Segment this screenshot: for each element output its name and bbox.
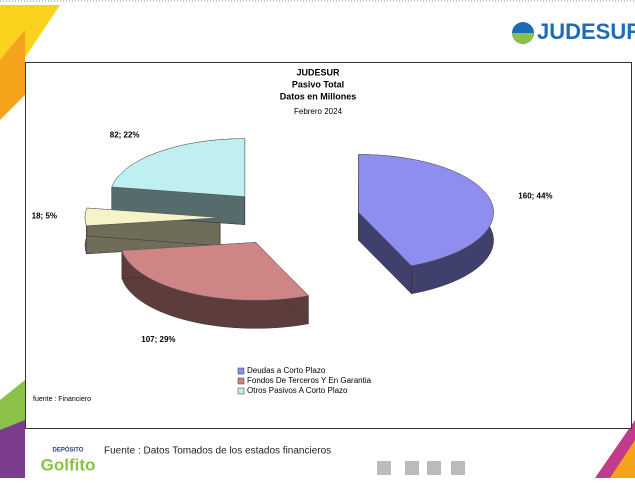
corner-deco xyxy=(0,30,25,120)
slice xyxy=(111,138,246,197)
footer-source: Fuente : Datos Tomados de los estados fi… xyxy=(104,446,331,457)
legend-swatch xyxy=(237,387,245,395)
legend-label: Otros Pasivos A Corto Plazo xyxy=(247,386,348,395)
brand-top: DEPÓSITO xyxy=(53,446,84,454)
nav-home[interactable] xyxy=(377,461,391,475)
data-label: 18; 5% xyxy=(32,212,57,221)
nav-return[interactable] xyxy=(451,461,465,475)
chart-title: JUDESUR xyxy=(296,67,340,77)
legend-label: Deudas a Corto Plazo xyxy=(247,366,326,375)
slice-tops xyxy=(84,138,494,301)
chart-title: Pasivo Total xyxy=(292,79,344,89)
logo-text: JUDESUR xyxy=(537,19,635,44)
legend-swatch xyxy=(237,367,245,375)
brand-name: Golfito xyxy=(41,455,96,474)
data-label: 82; 22% xyxy=(110,131,140,140)
corner-deco xyxy=(0,420,25,478)
nav-prev[interactable] xyxy=(405,461,419,475)
nav-buttons xyxy=(377,461,465,475)
legend-swatch xyxy=(237,377,245,385)
chart-note: fuente : Financiero xyxy=(33,396,91,403)
data-label: 107; 29% xyxy=(141,335,175,344)
chart-title: Datos en Millones xyxy=(280,91,357,101)
legend-label: Fondos De Terceros Y En Garantia xyxy=(247,376,372,385)
corner-deco xyxy=(610,440,635,478)
logo-icon xyxy=(512,33,534,44)
chart-subtitle: Febrero 2024 xyxy=(294,107,343,116)
slice xyxy=(358,154,494,267)
slice xyxy=(121,242,309,301)
slice xyxy=(84,207,221,227)
nav-next[interactable] xyxy=(427,461,441,475)
data-label: 160; 44% xyxy=(518,192,552,201)
